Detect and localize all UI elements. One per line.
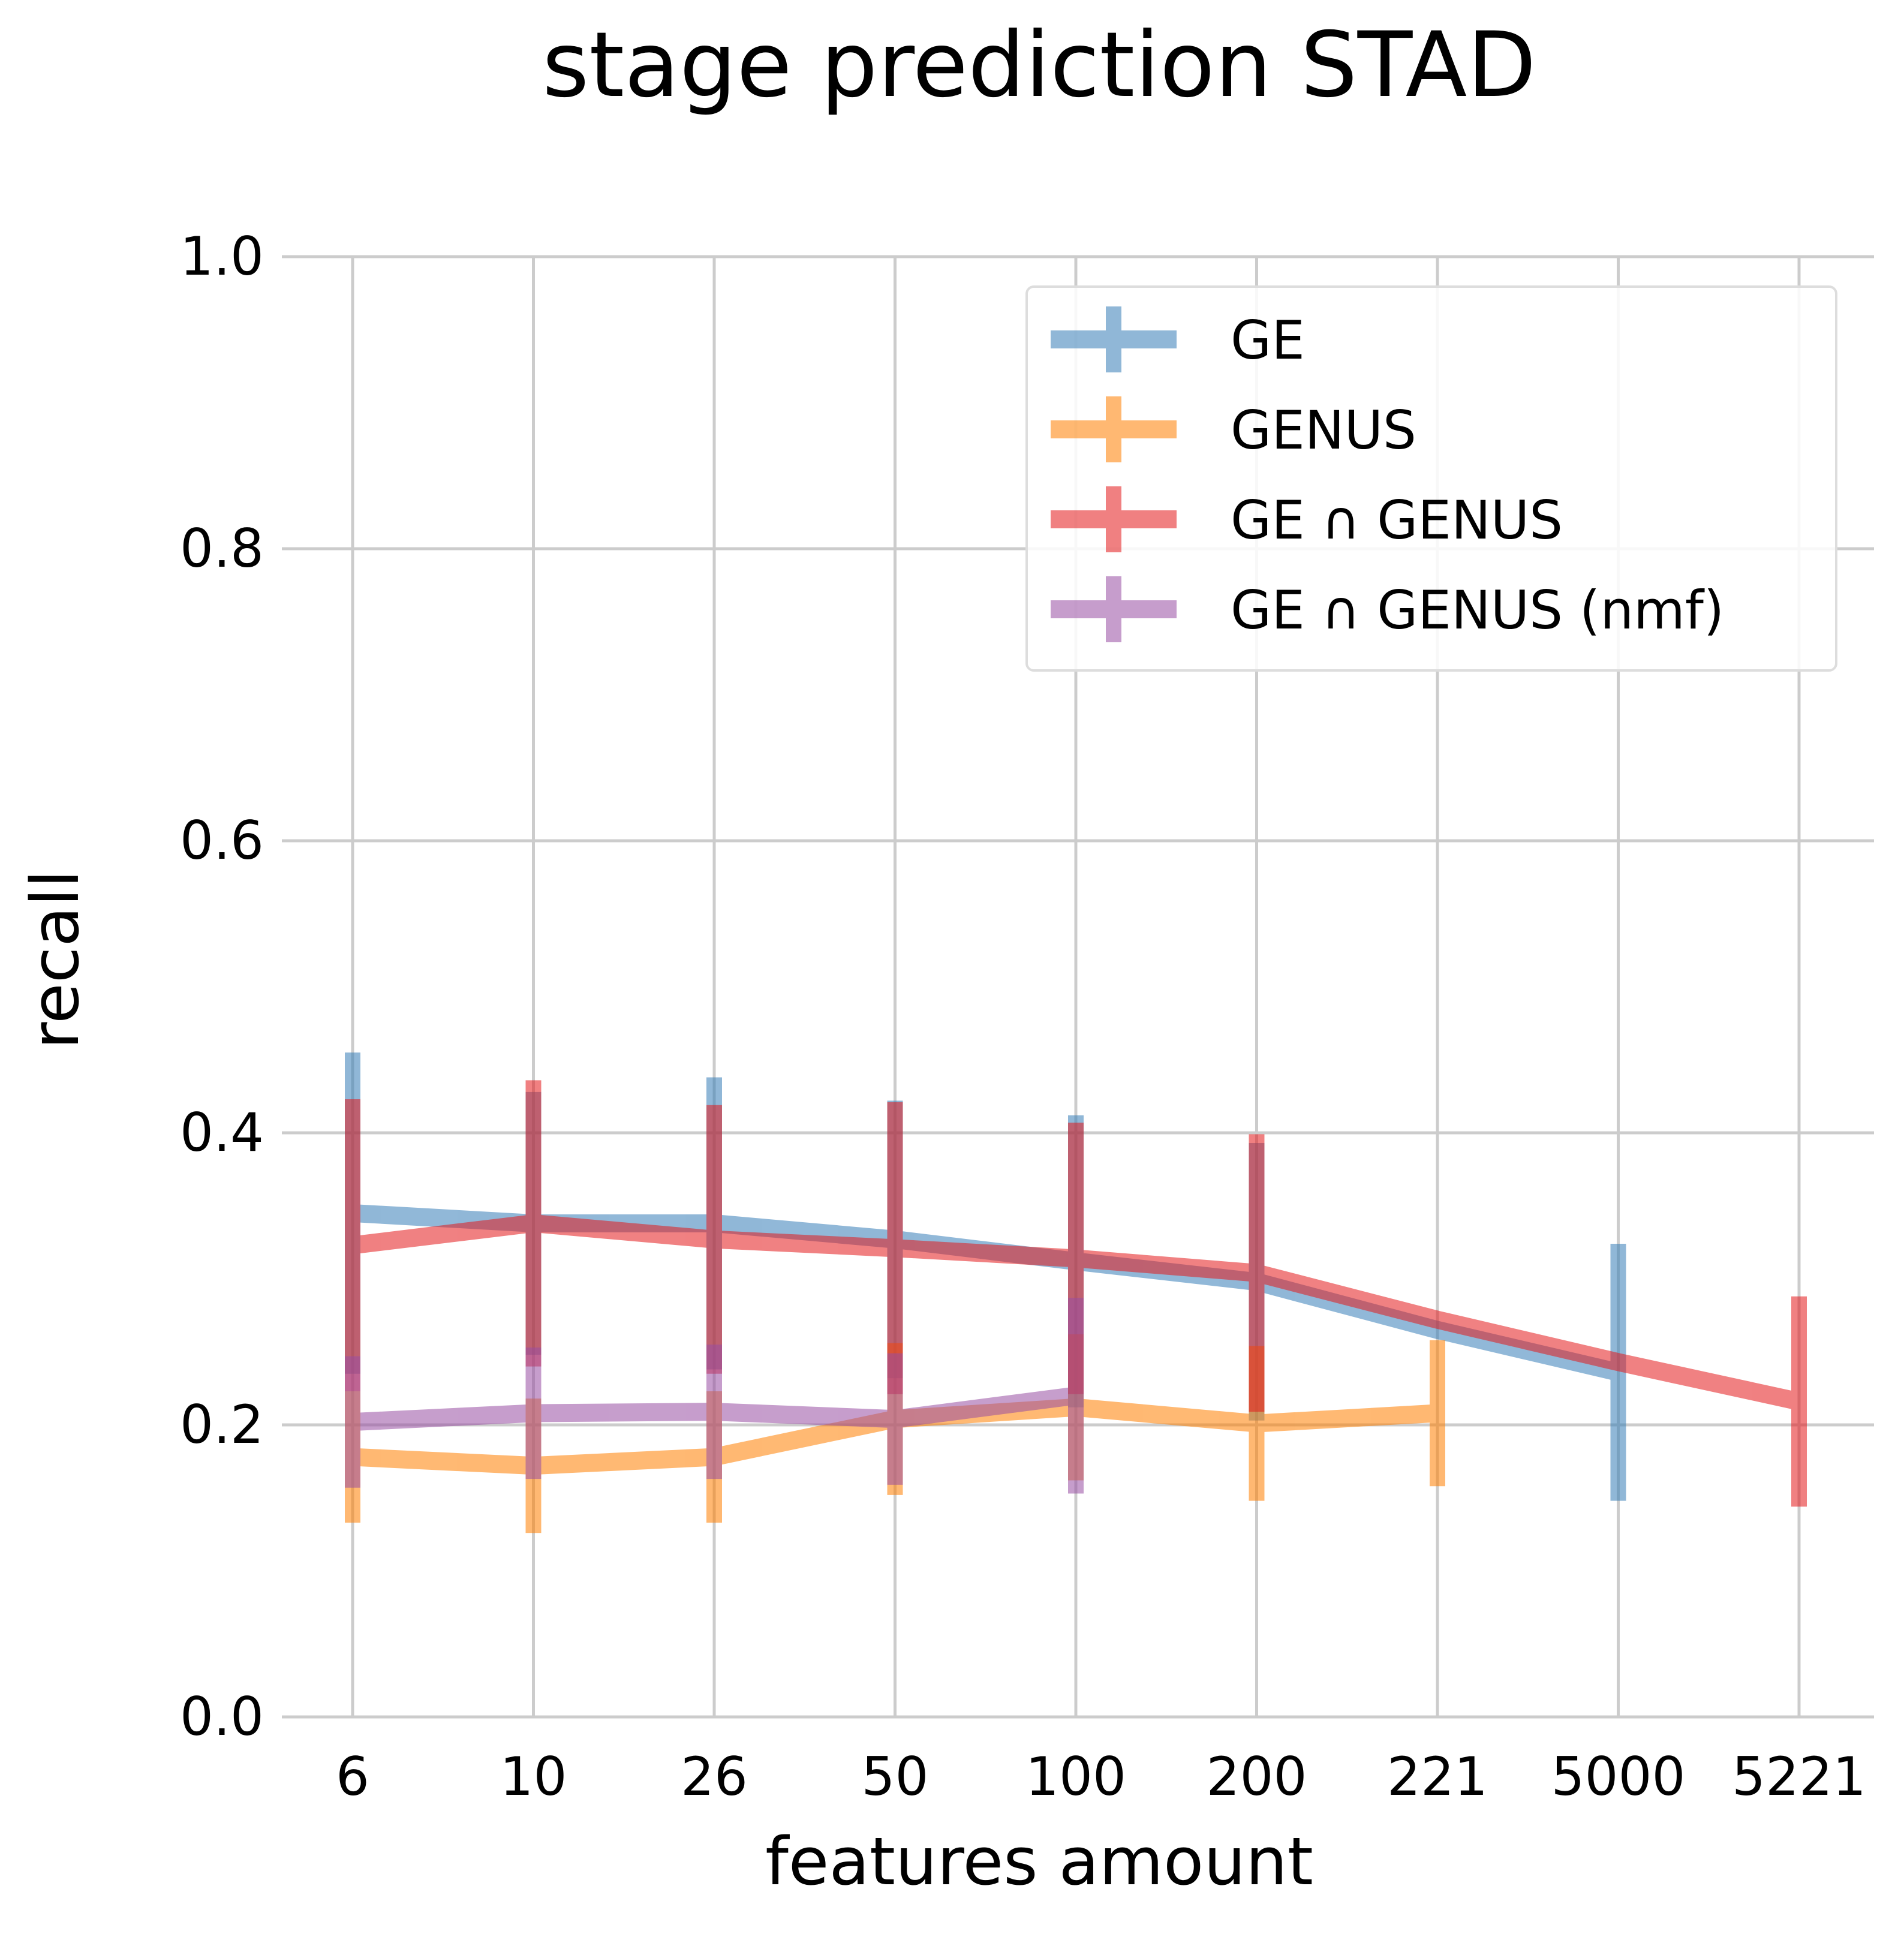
legend-item: GE ∩ GENUS bbox=[1051, 486, 1563, 552]
series-line bbox=[352, 1386, 1077, 1431]
chart-title: stage prediction STAD bbox=[542, 13, 1536, 118]
legend-swatch bbox=[1051, 396, 1177, 462]
y-tick-label: 0.4 bbox=[180, 1102, 264, 1163]
legend-swatch bbox=[1051, 306, 1177, 372]
x-tick-label: 10 bbox=[500, 1746, 567, 1807]
x-tick-label: 5000 bbox=[1551, 1746, 1686, 1807]
legend-label: GE ∩ GENUS bbox=[1231, 489, 1563, 551]
series-3 bbox=[345, 1298, 1084, 1494]
legend-item: GE ∩ GENUS (nmf) bbox=[1051, 576, 1724, 642]
series-line bbox=[352, 1204, 1620, 1381]
x-axis-label: features amount bbox=[765, 1823, 1313, 1900]
series-0 bbox=[345, 1052, 1626, 1501]
x-tick-label: 26 bbox=[681, 1746, 748, 1807]
legend-swatch bbox=[1051, 576, 1177, 642]
x-tick-label: 221 bbox=[1387, 1746, 1488, 1807]
x-tick-label: 200 bbox=[1207, 1746, 1307, 1807]
y-tick-labels: 0.0 0.2 0.4 0.6 0.8 1.0 bbox=[180, 225, 264, 1748]
x-tick-labels: 6 10 26 50 100 200 221 5000 5221 bbox=[336, 1746, 1866, 1807]
legend-label: GENUS bbox=[1231, 399, 1416, 461]
legend-label: GE ∩ GENUS (nmf) bbox=[1231, 579, 1724, 641]
legend-item: GENUS bbox=[1051, 396, 1416, 462]
y-tick-label: 0.6 bbox=[180, 810, 264, 871]
legend-swatch bbox=[1051, 486, 1177, 552]
y-tick-label: 1.0 bbox=[180, 225, 264, 287]
y-tick-label: 0.8 bbox=[180, 518, 264, 579]
x-tick-label: 50 bbox=[862, 1746, 929, 1807]
x-tick-label: 6 bbox=[336, 1746, 369, 1807]
x-tick-label: 5221 bbox=[1732, 1746, 1866, 1807]
series-line bbox=[351, 1214, 1801, 1410]
y-axis-label: recall bbox=[17, 870, 94, 1049]
legend-box bbox=[1025, 285, 1837, 672]
series-2 bbox=[345, 1080, 1807, 1507]
series-group bbox=[345, 1052, 1807, 1533]
legend-label: GE bbox=[1231, 309, 1305, 371]
y-tick-label: 0.2 bbox=[180, 1394, 264, 1455]
x-tick-label: 100 bbox=[1025, 1746, 1126, 1807]
y-tick-label: 0.0 bbox=[180, 1686, 264, 1748]
legend-item: GE bbox=[1051, 306, 1305, 372]
legend: GE GENUS GE ∩ GENUS GE ∩ GENUS (nmf) bbox=[1025, 285, 1837, 672]
